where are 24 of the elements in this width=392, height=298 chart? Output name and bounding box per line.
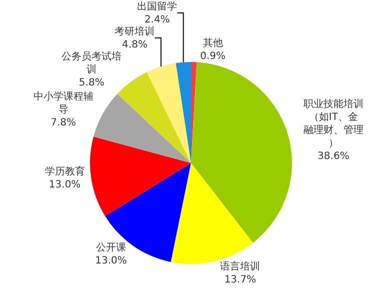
pie-slice <box>176 62 191 163</box>
data-label: 13.7% <box>224 274 256 286</box>
pie-slice <box>191 62 292 243</box>
data-label: 0.9% <box>200 51 226 62</box>
slice-label: 公开课 <box>96 242 126 254</box>
data-label: 13.0% <box>95 256 127 267</box>
slice-label: 考研培训 <box>114 25 155 38</box>
data-label: 7.8% <box>50 117 76 128</box>
data-label: 2.4% <box>144 14 170 26</box>
pie-slice <box>93 94 191 163</box>
slice-label: 公务员考试培训 <box>62 50 122 76</box>
pie-slice <box>146 63 191 163</box>
data-label: 38.6% <box>318 151 350 162</box>
slice-label: 中小学课程辅导 <box>33 90 94 116</box>
pie-slice <box>117 72 191 163</box>
data-label: 5.8% <box>78 77 104 88</box>
slice-label: 职业技能培训（如IT、金融理财、管理） <box>303 98 364 150</box>
slice-label: 其他 <box>202 37 223 50</box>
slice-label: 语言培训 <box>220 260 260 273</box>
slice-label: 出国留学 <box>137 0 178 12</box>
data-label: 4.8% <box>122 39 148 50</box>
pie-slice <box>90 136 191 216</box>
data-label: 13.0% <box>48 179 81 190</box>
slice-label: 学历教育 <box>44 165 85 178</box>
